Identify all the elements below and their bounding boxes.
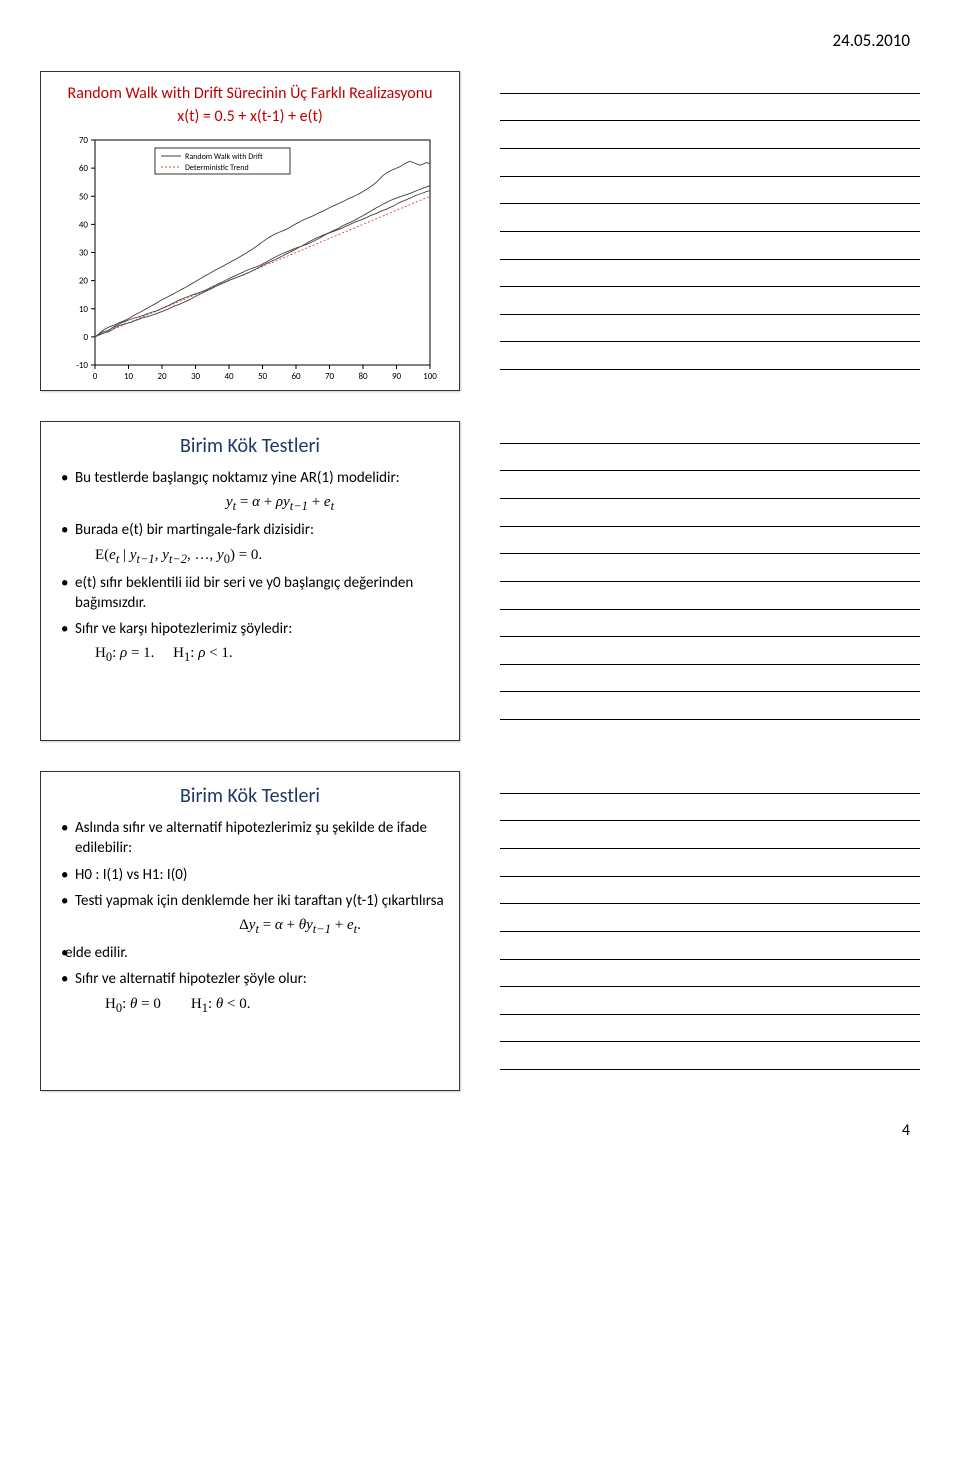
tests1-eq1: yt = α + ρyt−1 + et (115, 494, 445, 514)
notes-lines-3 (500, 771, 920, 1091)
page-date: 24.05.2010 (40, 30, 920, 51)
svg-text:30: 30 (191, 371, 201, 382)
svg-text:50: 50 (79, 191, 89, 202)
tests-card-2: Birim Kök Testleri Aslında sıfır ve alte… (40, 771, 460, 1091)
notes-lines-1 (500, 71, 920, 391)
svg-text:Deterministic Trend: Deterministic Trend (185, 163, 249, 173)
tests2-b2: H0 : I(1) vs H1: I(0) (55, 865, 445, 885)
svg-text:0: 0 (83, 332, 88, 343)
tests1-b3: e(t) sıfır beklentili iid bir seri ve y0… (55, 573, 445, 614)
tests2-title: Birim Kök Testleri (55, 784, 445, 808)
tests1-title: Birim Kök Testleri (55, 434, 445, 458)
svg-text:20: 20 (79, 276, 89, 287)
svg-text:80: 80 (358, 371, 368, 382)
tests1-b1: Bu testlerde başlangıç noktamız yine AR(… (55, 468, 445, 488)
random-walk-chart: 0 10 20 30 40 50 60 70 80 90 100 -10 0 10 20 30 40 50 60 70… (60, 130, 440, 390)
tests2-b4: elde edilir. (55, 943, 445, 963)
tests2-eq1: Δyt = α + θyt−1 + et. (155, 917, 445, 937)
svg-text:70: 70 (79, 135, 89, 146)
tests2-b5: Sıfır ve alternatif hipotezler şöyle olu… (55, 969, 445, 989)
tests2-b3: Testi yapmak için denklemde her iki tara… (55, 891, 445, 911)
svg-text:70: 70 (325, 371, 335, 382)
notes-lines-2 (500, 421, 920, 741)
tests1-eq3: H0: ρ = 1. H1: ρ < 1. (95, 645, 445, 665)
tests2-eq2: H0: θ = 0 H1: θ < 0. (105, 996, 445, 1016)
chart-card: Random Walk with Drift Sürecinin Üç Fark… (40, 71, 460, 391)
svg-text:30: 30 (79, 248, 89, 259)
svg-text:10: 10 (124, 371, 134, 382)
svg-text:100: 100 (423, 371, 437, 382)
page-number: 4 (40, 1121, 920, 1140)
svg-text:0: 0 (93, 371, 98, 382)
svg-text:50: 50 (258, 371, 268, 382)
svg-text:-10: -10 (76, 360, 88, 371)
tests1-b4: Sıfır ve karşı hipotezlerimiz şöyledir: (55, 619, 445, 639)
svg-text:10: 10 (79, 304, 89, 315)
chart-title-2: x(t) = 0.5 + x(t-1) + e(t) (55, 107, 445, 126)
svg-text:Random Walk with Drift: Random Walk with Drift (185, 152, 263, 162)
tests2-b1: Aslında sıfır ve alternatif hipotezlerim… (55, 818, 445, 859)
svg-text:40: 40 (224, 371, 234, 382)
svg-text:20: 20 (157, 371, 167, 382)
tests1-b2: Burada e(t) bir martingale-fark dizisidi… (55, 520, 445, 540)
chart-title-1: Random Walk with Drift Sürecinin Üç Fark… (55, 84, 445, 103)
tests-card-1: Birim Kök Testleri Bu testlerde başlangı… (40, 421, 460, 741)
svg-text:60: 60 (291, 371, 301, 382)
svg-text:60: 60 (79, 163, 89, 174)
svg-text:40: 40 (79, 219, 89, 230)
svg-text:90: 90 (392, 371, 402, 382)
tests1-eq2: E(et | yt−1, yt−2, …, y0) = 0. (95, 547, 445, 567)
